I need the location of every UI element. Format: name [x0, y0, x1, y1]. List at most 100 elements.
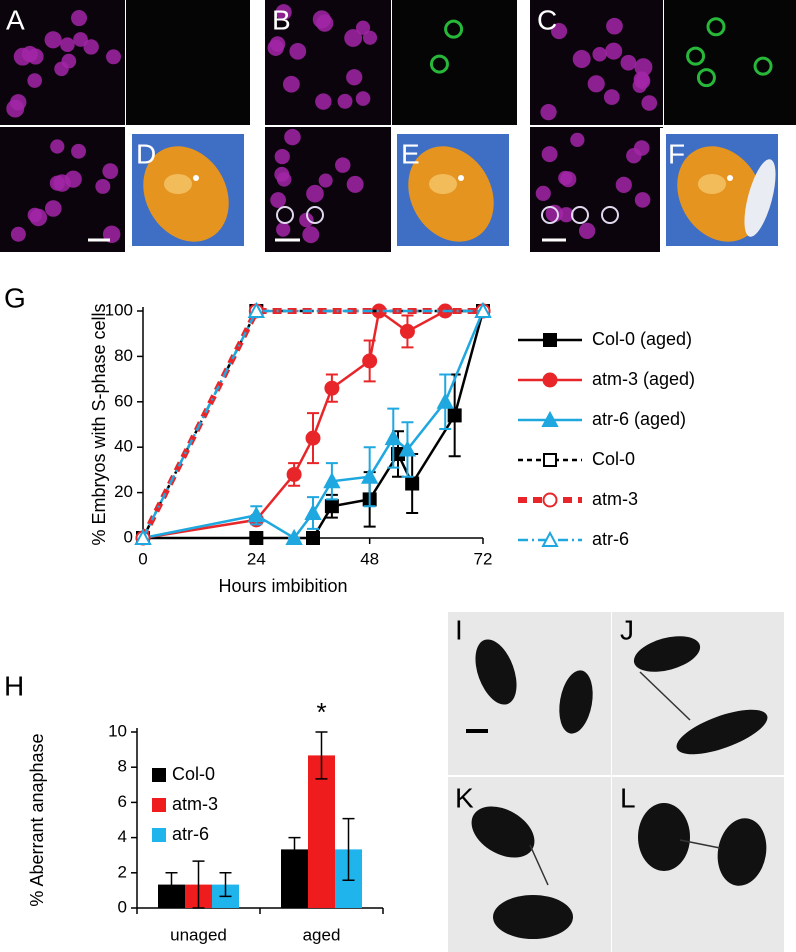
marker [541, 410, 559, 427]
marker [285, 528, 303, 545]
marker [405, 476, 420, 491]
nucleus [633, 140, 650, 156]
nucleus [540, 104, 557, 121]
bar [308, 755, 335, 908]
nucleus [27, 73, 42, 88]
y-axis-label: % Embryos with S-phase cells [89, 303, 109, 545]
y-tick-label: 2 [118, 862, 127, 881]
nucleus [95, 178, 111, 194]
nucleus [603, 89, 620, 105]
y-tick-label: 4 [118, 827, 127, 846]
seed-glint [727, 175, 733, 181]
chromosome [493, 895, 573, 939]
nucleus [558, 170, 573, 186]
y-tick-label: 20 [114, 482, 133, 501]
nucleus [572, 50, 591, 69]
seed-highlight [698, 174, 726, 194]
nucleus [61, 53, 77, 69]
nucleus [344, 29, 363, 47]
nucleus [620, 54, 637, 71]
marker [542, 492, 558, 508]
series-line [142, 308, 483, 540]
y-tick-label: 100 [105, 300, 133, 319]
marker [398, 440, 417, 457]
nucleus [267, 39, 284, 56]
seed-glint [193, 175, 199, 181]
legend-swatch [152, 828, 166, 842]
bridge [679, 839, 721, 849]
nucleus [10, 226, 26, 242]
nucleus [71, 10, 88, 27]
nucleus [83, 39, 99, 55]
marker [447, 408, 462, 423]
nucleus [276, 172, 292, 187]
seed [143, 146, 229, 242]
nucleus [541, 146, 558, 163]
nucleus [282, 75, 300, 93]
panel-label: A [6, 4, 25, 35]
error-bar [192, 860, 205, 909]
y-tick-label: 10 [108, 721, 127, 740]
marker [247, 301, 266, 318]
x-tick-label: 0 [138, 549, 147, 568]
nucleus [632, 78, 647, 93]
legend-label: atr-6 [592, 529, 629, 549]
panel-label: H [4, 670, 24, 701]
micrograph [664, 0, 796, 125]
series-line [141, 309, 483, 539]
y-tick-label: 0 [124, 527, 133, 546]
legend-swatch [152, 768, 166, 782]
seed-glint [458, 175, 464, 181]
y-tick-label: 60 [114, 391, 133, 410]
x-axis-label: Hours imbibition [218, 576, 347, 596]
nucleus [106, 49, 121, 65]
nucleus [587, 75, 605, 93]
nucleus [346, 175, 364, 193]
panel-label: C [537, 4, 557, 35]
error-bar [219, 872, 232, 898]
panel-label: K [455, 782, 474, 813]
nucleus [21, 45, 38, 63]
micrograph [126, 0, 250, 125]
marker [436, 392, 454, 409]
marker [362, 353, 378, 369]
legend-label: atm-3 [592, 489, 638, 509]
error-bar [288, 836, 301, 862]
panel-label: B [272, 4, 291, 35]
nucleus [102, 163, 119, 179]
merged-nucleus [541, 206, 559, 224]
seed-highlight [164, 174, 192, 194]
nucleus [615, 176, 632, 194]
error-bar [165, 872, 178, 898]
y-tick-label: 8 [118, 757, 127, 776]
marker [542, 372, 558, 388]
nucleus [634, 192, 651, 208]
chromosome [471, 806, 535, 858]
nucleus [362, 30, 378, 45]
nucleus [276, 222, 291, 237]
nucleus [337, 93, 353, 109]
error-bar [315, 731, 328, 780]
nucleus [270, 192, 287, 208]
bridge [639, 671, 691, 721]
seed [408, 146, 494, 242]
nucleus [44, 31, 62, 49]
nucleus [535, 185, 551, 201]
nucleus [318, 173, 333, 188]
merged-nucleus [276, 206, 294, 224]
green-nucleus [686, 46, 706, 66]
nucleus [274, 148, 290, 165]
marker [286, 466, 302, 482]
legend-label: Col-0 (aged) [592, 329, 692, 349]
merged-nucleus [601, 206, 619, 224]
seed-highlight [429, 174, 457, 194]
x-tick-label: 24 [247, 549, 266, 568]
nucleus [592, 47, 607, 62]
green-nucleus [444, 19, 464, 39]
nucleus [316, 14, 334, 32]
chromosome [676, 709, 768, 755]
nucleus [284, 128, 301, 146]
marker [324, 499, 339, 514]
panel-label: D [136, 138, 156, 169]
